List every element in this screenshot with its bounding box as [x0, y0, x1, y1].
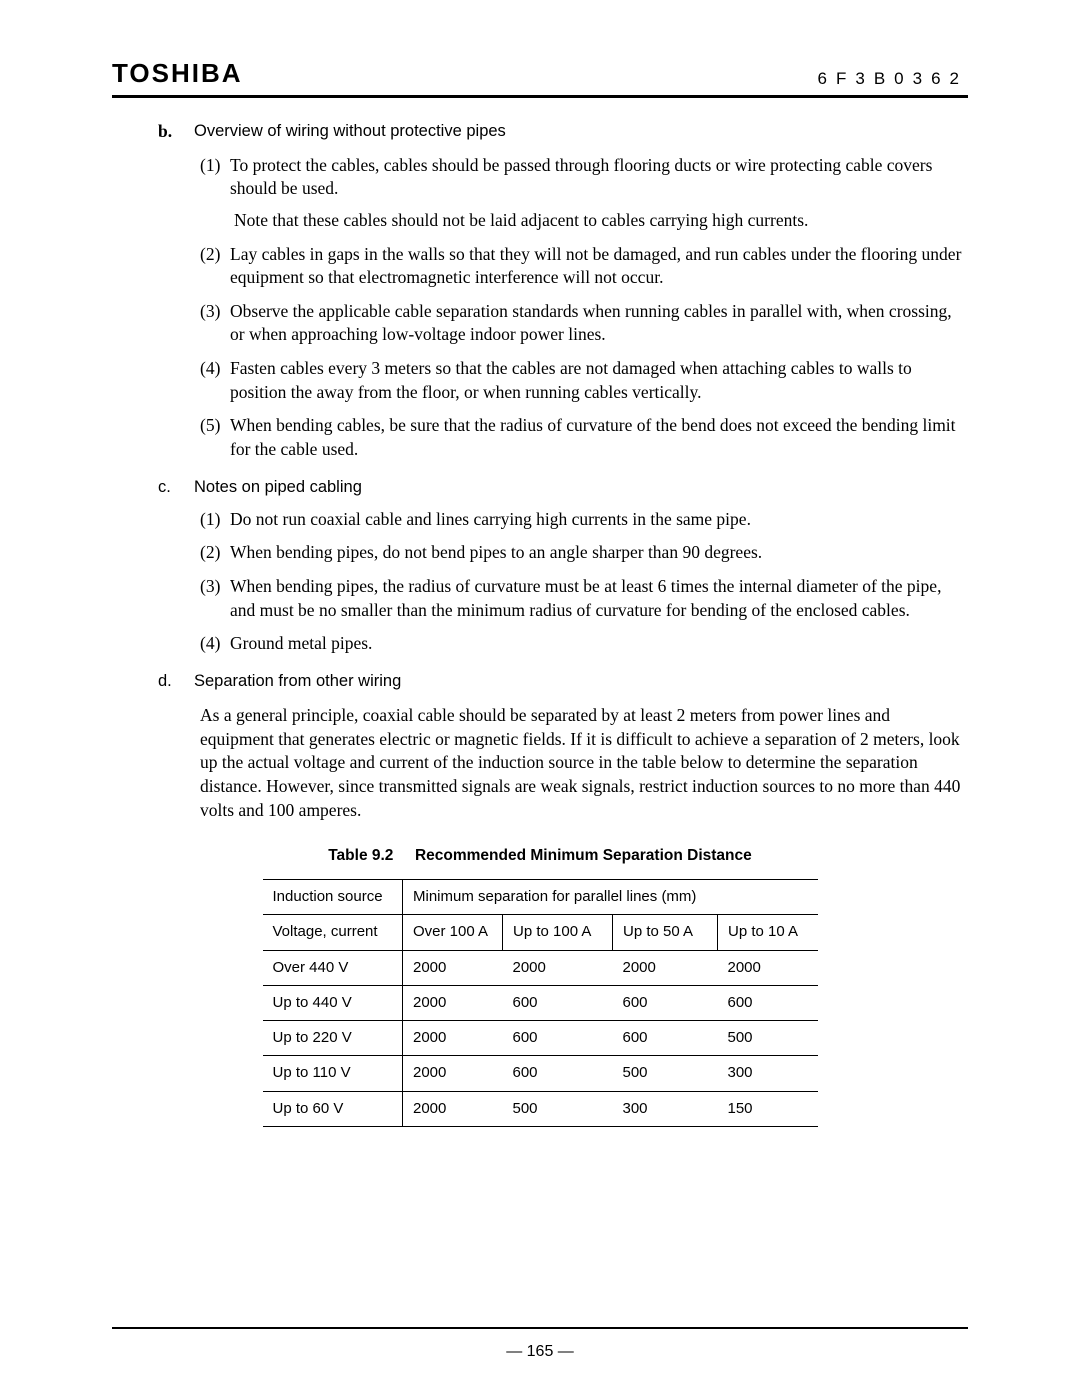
list-item: (4) Ground metal pipes. — [200, 632, 968, 656]
table-cell: 2000 — [403, 985, 503, 1020]
table-cell: 150 — [718, 1091, 818, 1126]
section-d-heading: d. Separation from other wiring — [112, 670, 968, 692]
note-text: Note that these cables should not be lai… — [230, 209, 968, 233]
table-cell: Up to 440 V — [263, 985, 403, 1020]
item-text: Ground metal pipes. — [230, 632, 968, 656]
section-letter: b. — [158, 120, 194, 144]
table-cell: 300 — [613, 1091, 718, 1126]
table-header-cell: Over 100 A — [403, 915, 503, 950]
table-cell: Up to 110 V — [263, 1056, 403, 1091]
item-text: Observe the applicable cable separation … — [230, 300, 968, 347]
item-number: (1) — [200, 154, 230, 201]
section-b-heading: b. Overview of wiring without protective… — [112, 120, 968, 144]
table-cell: 2000 — [718, 950, 818, 985]
table-row: Up to 60 V 2000 500 300 150 — [263, 1091, 818, 1126]
table-cell: 500 — [613, 1056, 718, 1091]
page-header: TOSHIBA 6F3B0362 — [112, 58, 968, 98]
table-cell: Over 440 V — [263, 950, 403, 985]
table-caption-title: Recommended Minimum Separation Distance — [415, 847, 752, 864]
table-cell: 500 — [718, 1021, 818, 1056]
table-cell: 2000 — [403, 1056, 503, 1091]
item-number: (3) — [200, 300, 230, 347]
page-content: b. Overview of wiring without protective… — [112, 120, 968, 1127]
table-cell: 2000 — [503, 950, 613, 985]
table-cell: 600 — [718, 985, 818, 1020]
table-cell: Up to 60 V — [263, 1091, 403, 1126]
table-cell: 500 — [503, 1091, 613, 1126]
item-text: Fasten cables every 3 meters so that the… — [230, 357, 968, 404]
item-number: (5) — [200, 414, 230, 461]
list-item: (1) Do not run coaxial cable and lines c… — [200, 508, 968, 532]
item-number: (4) — [200, 357, 230, 404]
table-row: Up to 440 V 2000 600 600 600 — [263, 985, 818, 1020]
table-cell: 2000 — [403, 1021, 503, 1056]
table-header-cell: Voltage, current — [263, 915, 403, 950]
list-item: (2) When bending pipes, do not bend pipe… — [200, 541, 968, 565]
section-paragraph: As a general principle, coaxial cable sh… — [200, 704, 968, 822]
table-row: Up to 110 V 2000 600 500 300 — [263, 1056, 818, 1091]
table-cell: 300 — [718, 1056, 818, 1091]
table-cell: 600 — [613, 985, 718, 1020]
footer-rule — [112, 1327, 968, 1329]
table-cell: Up to 220 V — [263, 1021, 403, 1056]
table-header-row: Voltage, current Over 100 A Up to 100 A … — [263, 915, 818, 950]
item-number: (2) — [200, 243, 230, 290]
item-number: (2) — [200, 541, 230, 565]
table-cell: 600 — [503, 1021, 613, 1056]
table-cell: 2000 — [403, 950, 503, 985]
section-title: Notes on piped cabling — [194, 476, 362, 498]
table-header-cell: Up to 50 A — [613, 915, 718, 950]
table-header-cell: Up to 100 A — [503, 915, 613, 950]
list-item: (3) When bending pipes, the radius of cu… — [200, 575, 968, 622]
item-text: Do not run coaxial cable and lines carry… — [230, 508, 968, 532]
section-c-heading: c. Notes on piped cabling — [112, 476, 968, 498]
section-title: Separation from other wiring — [194, 670, 401, 692]
document-id: 6F3B0362 — [818, 69, 968, 89]
item-text: When bending pipes, do not bend pipes to… — [230, 541, 968, 565]
item-number: (1) — [200, 508, 230, 532]
table-header-cell: Induction source — [263, 880, 403, 915]
brand-logo: TOSHIBA — [112, 58, 243, 89]
list-item: (5) When bending cables, be sure that th… — [200, 414, 968, 461]
table-cell: 2000 — [403, 1091, 503, 1126]
table-cell: 600 — [503, 985, 613, 1020]
item-number: (4) — [200, 632, 230, 656]
list-item: (2) Lay cables in gaps in the walls so t… — [200, 243, 968, 290]
table-caption: Table 9.2 Recommended Minimum Separation… — [112, 846, 968, 867]
page-number: — 165 — — [0, 1343, 1080, 1361]
table-caption-label: Table 9.2 — [328, 847, 393, 864]
list-item: (1) To protect the cables, cables should… — [200, 154, 968, 201]
table-cell: 2000 — [613, 950, 718, 985]
section-title: Overview of wiring without protective pi… — [194, 120, 506, 144]
table-row: Over 440 V 2000 2000 2000 2000 — [263, 950, 818, 985]
table-row: Up to 220 V 2000 600 600 500 — [263, 1021, 818, 1056]
table-header-cell: Minimum separation for parallel lines (m… — [403, 880, 818, 915]
item-text: To protect the cables, cables should be … — [230, 154, 968, 201]
list-item: (3) Observe the applicable cable separat… — [200, 300, 968, 347]
table-header-cell: Up to 10 A — [718, 915, 818, 950]
section-letter: d. — [158, 670, 194, 692]
section-letter: c. — [158, 476, 194, 498]
item-text: When bending pipes, the radius of curvat… — [230, 575, 968, 622]
table-cell: 600 — [503, 1056, 613, 1091]
item-text: When bending cables, be sure that the ra… — [230, 414, 968, 461]
table-header-row: Induction source Minimum separation for … — [263, 880, 818, 915]
table-cell: 600 — [613, 1021, 718, 1056]
separation-table: Induction source Minimum separation for … — [263, 879, 818, 1127]
item-text: Lay cables in gaps in the walls so that … — [230, 243, 968, 290]
list-item: (4) Fasten cables every 3 meters so that… — [200, 357, 968, 404]
item-number: (3) — [200, 575, 230, 622]
